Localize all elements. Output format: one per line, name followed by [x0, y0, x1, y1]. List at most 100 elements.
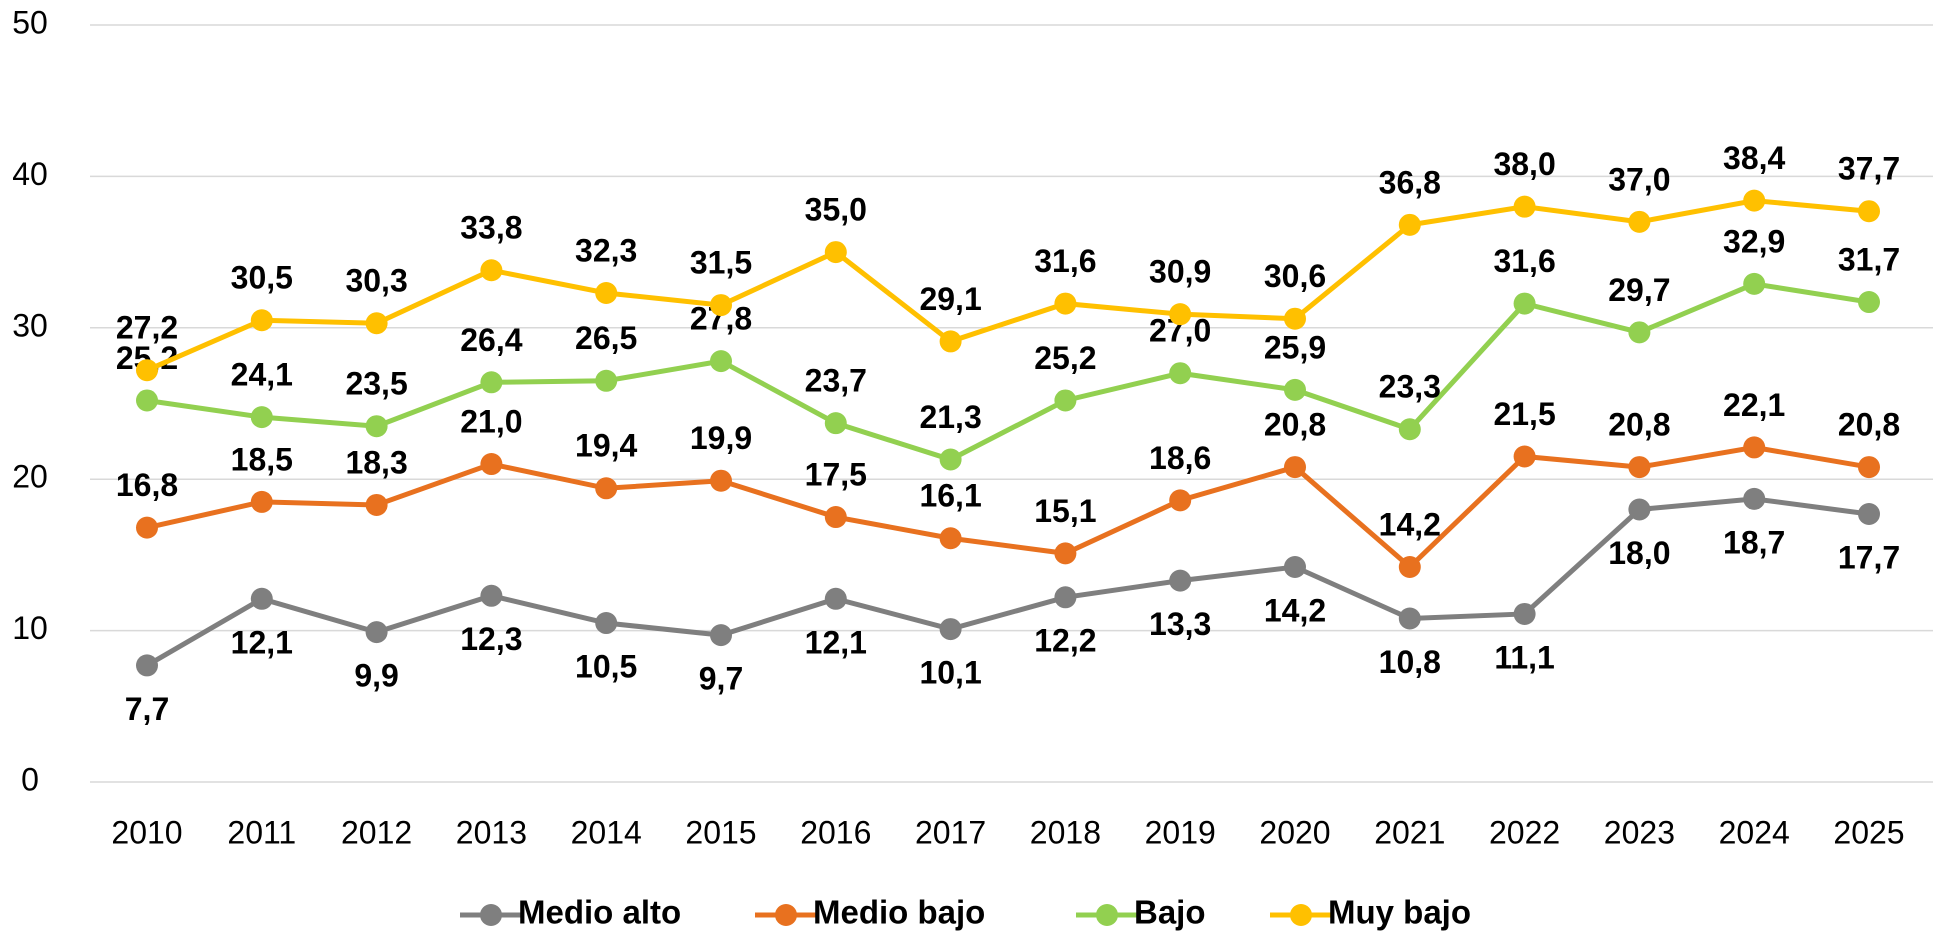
marker: [939, 448, 962, 471]
marker: [1628, 498, 1651, 521]
x-tick-label: 2021: [1374, 814, 1445, 850]
data-label: 12,2: [1034, 623, 1096, 659]
marker: [250, 309, 273, 332]
marker: [136, 654, 158, 677]
data-label: 31,6: [1034, 243, 1096, 279]
data-label: 31,7: [1838, 242, 1900, 278]
marker: [1628, 456, 1651, 479]
marker: [1858, 200, 1880, 223]
y-tick-label: 50: [12, 4, 48, 40]
x-tick-label: 2015: [685, 814, 756, 850]
marker: [1284, 556, 1306, 579]
marker: [939, 527, 962, 550]
x-tick-label: 2022: [1489, 814, 1560, 850]
data-label: 25,9: [1264, 329, 1326, 365]
data-label: 21,5: [1493, 396, 1555, 432]
marker: [250, 406, 273, 429]
x-tick-label: 2016: [800, 814, 871, 850]
marker: [1398, 556, 1421, 579]
data-label: 10,5: [575, 648, 637, 684]
legend-label: Bajo: [1134, 894, 1206, 931]
marker: [595, 477, 618, 500]
marker: [1398, 213, 1421, 236]
x-tick-label: 2010: [111, 814, 182, 850]
marker: [710, 469, 732, 492]
data-label: 19,9: [690, 420, 752, 456]
legend-marker: [1096, 904, 1118, 926]
data-label: 20,8: [1264, 407, 1326, 443]
x-tick-label: 2025: [1833, 814, 1904, 850]
marker: [480, 259, 503, 282]
x-tick-label: 2023: [1604, 814, 1675, 850]
legend-marker: [480, 904, 502, 926]
marker: [1284, 307, 1306, 330]
marker: [1513, 445, 1536, 468]
data-label: 10,8: [1379, 644, 1441, 680]
marker: [1169, 362, 1192, 385]
marker: [824, 241, 847, 264]
marker: [939, 618, 962, 641]
data-label: 30,6: [1264, 258, 1326, 294]
x-tick-label: 2017: [915, 814, 986, 850]
data-label: 24,1: [231, 357, 293, 393]
marker: [365, 493, 388, 516]
data-label: 23,5: [345, 366, 407, 402]
data-label: 32,9: [1723, 223, 1785, 259]
marker: [1628, 210, 1651, 233]
data-label: 18,3: [345, 444, 407, 480]
data-label: 20,8: [1838, 407, 1900, 443]
x-tick-label: 2014: [571, 814, 642, 850]
y-tick-label: 0: [21, 761, 39, 797]
marker: [365, 621, 388, 644]
marker: [365, 312, 388, 335]
data-label: 18,7: [1723, 524, 1785, 560]
data-label: 20,8: [1608, 407, 1670, 443]
series-line: [146, 444, 1870, 571]
marker: [1743, 487, 1766, 510]
marker: [595, 612, 618, 635]
marker: [1858, 456, 1880, 479]
data-label: 30,5: [231, 260, 293, 296]
x-tick-label: 2013: [456, 814, 527, 850]
legend-marker: [1290, 904, 1312, 926]
data-label: 12,1: [231, 624, 293, 660]
marker: [595, 369, 618, 392]
data-label: 16,1: [919, 478, 981, 514]
marker: [1513, 602, 1536, 625]
marker: [1743, 189, 1766, 212]
marker: [1169, 303, 1192, 326]
data-label: 22,1: [1723, 387, 1785, 423]
marker: [710, 624, 732, 647]
data-label: 10,1: [919, 655, 981, 691]
data-label: 38,4: [1723, 140, 1785, 176]
data-label: 9,7: [699, 661, 743, 697]
data-label: 30,9: [1149, 254, 1211, 290]
data-label: 23,7: [805, 363, 867, 399]
marker: [595, 281, 618, 304]
marker: [1054, 292, 1077, 315]
marker: [1054, 542, 1077, 565]
legend-label: Muy bajo: [1328, 894, 1471, 931]
data-label: 26,4: [460, 322, 522, 358]
x-tick-label: 2018: [1030, 814, 1101, 850]
data-label: 32,3: [575, 232, 637, 268]
marker: [1743, 272, 1766, 295]
marker: [1054, 389, 1077, 412]
x-tick-label: 2020: [1259, 814, 1330, 850]
data-label: 33,8: [460, 210, 522, 246]
data-label: 21,3: [919, 399, 981, 435]
marker: [365, 415, 388, 438]
marker: [1858, 503, 1880, 526]
marker: [1169, 489, 1192, 512]
marker: [136, 516, 158, 539]
marker: [1628, 321, 1651, 344]
data-label: 17,5: [805, 457, 867, 493]
data-label: 14,2: [1379, 506, 1441, 542]
marker: [250, 587, 273, 610]
data-label: 25,2: [1034, 340, 1096, 376]
data-label: 12,3: [460, 621, 522, 657]
data-label: 14,2: [1264, 592, 1326, 628]
y-tick-label: 20: [12, 459, 48, 495]
data-label: 19,4: [575, 428, 637, 464]
